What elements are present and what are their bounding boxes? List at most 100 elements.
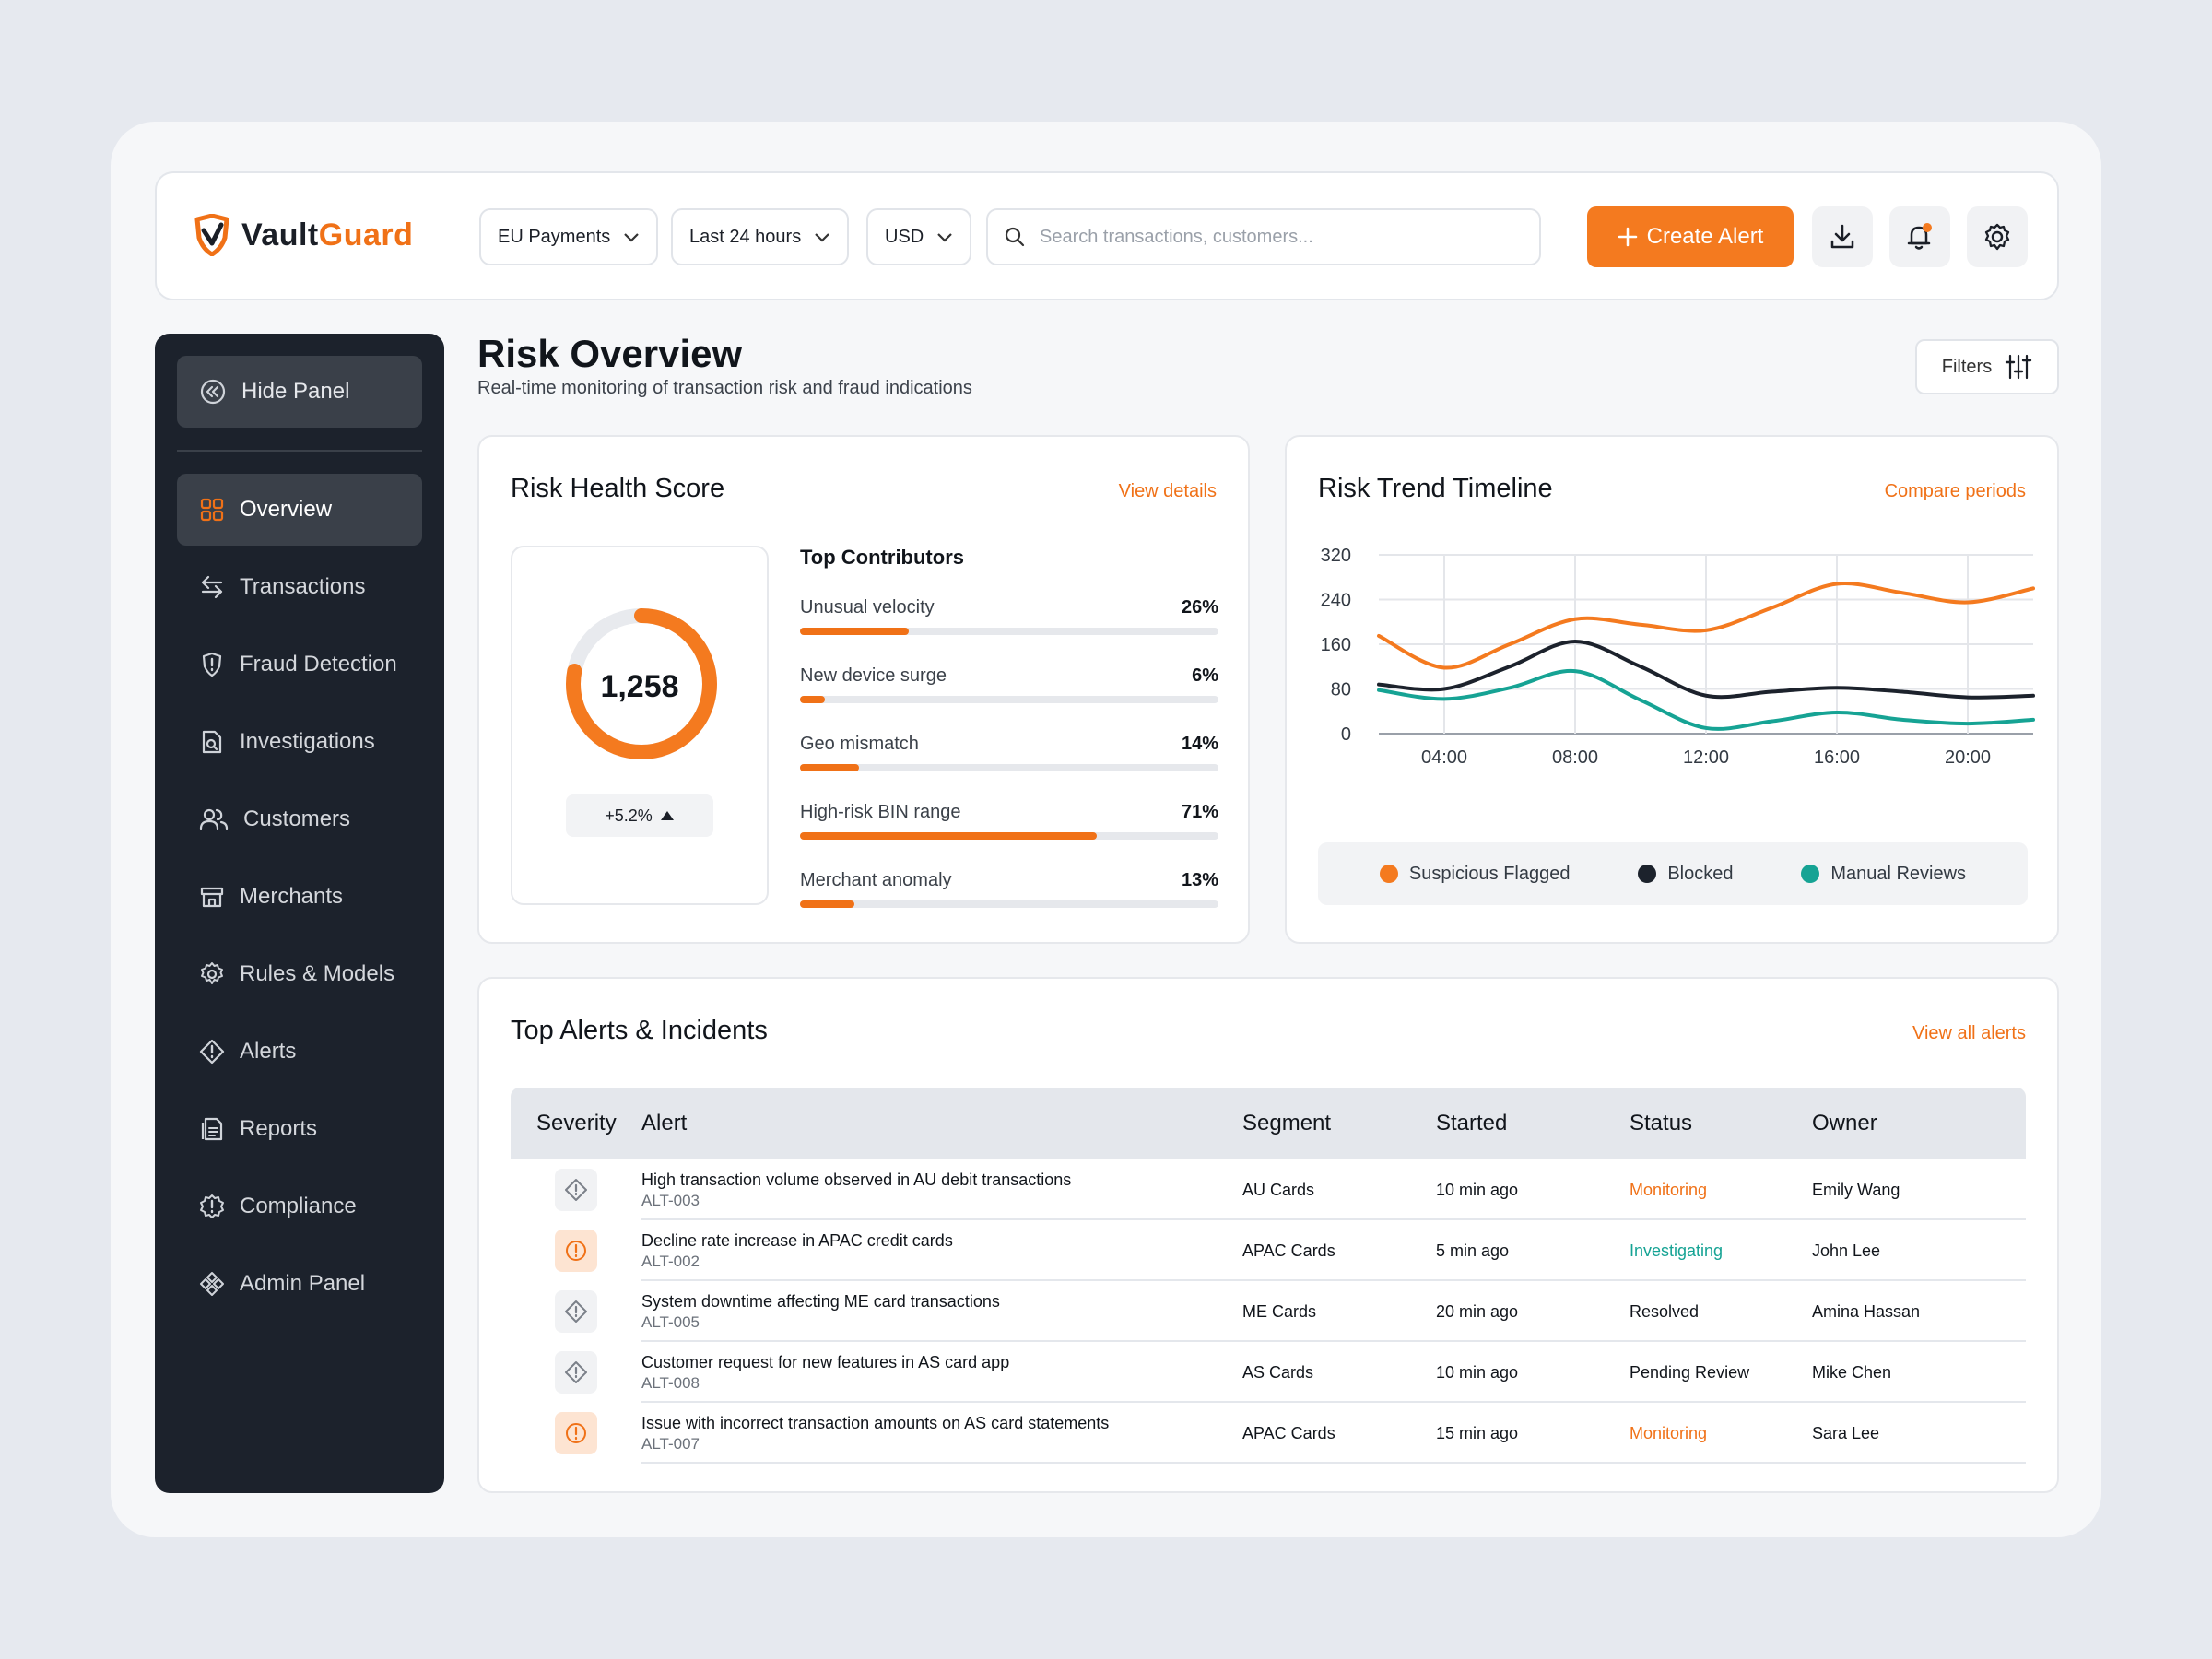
column-header[interactable]: Owner xyxy=(1812,1111,1877,1135)
report-icon xyxy=(201,1117,223,1141)
sidebar-item-label: Compliance xyxy=(240,1194,357,1218)
table-header: Severity Alert Segment Started Status Ow… xyxy=(511,1088,2026,1159)
column-header[interactable]: Status xyxy=(1630,1111,1693,1135)
hide-panel-button[interactable]: Hide Panel xyxy=(177,356,422,428)
contributor-pct: 26% xyxy=(1181,597,1218,618)
legend-item[interactable]: Manual Reviews xyxy=(1801,864,1966,885)
y-tick-label: 0 xyxy=(1341,724,1351,745)
legend-label: Suspicious Flagged xyxy=(1408,863,1571,884)
sidebar-item-admin-panel[interactable]: Admin Panel xyxy=(177,1248,422,1320)
sidebar-item-fraud-detection[interactable]: Fraud Detection xyxy=(177,629,422,700)
score-donut-arc xyxy=(566,608,717,759)
currency-dropdown[interactable]: USD xyxy=(866,208,972,265)
search-input[interactable] xyxy=(1040,226,1519,248)
owner-cell: Sara Lee xyxy=(1812,1423,1880,1442)
alert-cell[interactable]: Decline rate increase in APAC credit car… xyxy=(641,1231,1242,1271)
gear-icon xyxy=(1984,223,2010,251)
table-row[interactable]: High transaction volume observed in AU d… xyxy=(511,1159,2026,1220)
sidebar-item-rules-models[interactable]: Rules & Models xyxy=(177,938,422,1010)
view-details-link[interactable]: View details xyxy=(1118,481,1217,501)
sidebar-item-label: Customers xyxy=(243,806,351,831)
column-header[interactable]: Severity xyxy=(536,1111,617,1135)
sidebar-item-transactions[interactable]: Transactions xyxy=(177,551,422,623)
top-header: VaultGuard EU Payments Last 24 hours USD… xyxy=(155,171,2059,300)
badge-alert-icon xyxy=(200,1194,224,1218)
sidebar-item-label: Overview xyxy=(240,497,333,522)
create-alert-button[interactable]: Create Alert xyxy=(1587,206,1794,267)
series-line[interactable] xyxy=(1377,668,2035,731)
page-subtitle: Real-time monitoring of transaction risk… xyxy=(477,378,972,398)
table-row[interactable]: Customer request for new features in AS … xyxy=(511,1342,2026,1403)
y-tick-label: 320 xyxy=(1321,546,1351,566)
sidebar-item-reports[interactable]: Reports xyxy=(177,1093,422,1165)
page-title: Risk Overview xyxy=(477,332,743,375)
severity-badge xyxy=(555,1290,597,1333)
sidebar: Hide Panel Overview Transactions Fraud D… xyxy=(155,334,444,1493)
contributor-bar-fill xyxy=(800,900,855,908)
alert-cell[interactable]: Customer request for new features in AS … xyxy=(641,1353,1242,1393)
segment-cell: AU Cards xyxy=(1242,1180,1315,1199)
sidebar-item-compliance[interactable]: Compliance xyxy=(177,1171,422,1242)
series-line[interactable] xyxy=(1377,582,2035,670)
sidebar-item-investigations[interactable]: Investigations xyxy=(177,706,422,778)
time-range-dropdown[interactable]: Last 24 hours xyxy=(671,208,850,265)
sidebar-item-merchants[interactable]: Merchants xyxy=(177,861,422,933)
notifications-button[interactable] xyxy=(1889,206,1950,267)
alert-cell[interactable]: Issue with incorrect transaction amounts… xyxy=(641,1414,1242,1453)
started-cell: 15 min ago xyxy=(1436,1423,1519,1442)
legend-item[interactable]: Blocked xyxy=(1638,864,1733,885)
contributor-bar-track xyxy=(800,900,1218,908)
contributor-bar-track xyxy=(800,832,1218,840)
status-cell: Investigating xyxy=(1630,1241,1724,1260)
create-alert-label: Create Alert xyxy=(1646,224,1764,249)
sidebar-item-overview[interactable]: Overview xyxy=(177,474,422,546)
search-box[interactable] xyxy=(986,208,1541,265)
download-button[interactable] xyxy=(1812,206,1873,267)
diamond-alert-icon xyxy=(565,1361,587,1383)
severity-badge xyxy=(555,1412,597,1454)
contributor-label: Geo mismatch xyxy=(800,734,919,754)
column-header[interactable]: Segment xyxy=(1242,1111,1332,1135)
contributor-bar-fill xyxy=(800,628,910,635)
risk-health-card: Risk Health Score View details 1,258 +5.… xyxy=(477,435,1250,944)
sliders-icon xyxy=(2006,354,2032,380)
alert-cell[interactable]: High transaction volume observed in AU d… xyxy=(641,1171,1242,1210)
contributor-row: Merchant anomaly 13% xyxy=(800,870,1218,908)
alert-cell[interactable]: System downtime affecting ME card transa… xyxy=(641,1292,1242,1332)
filters-button[interactable]: Filters xyxy=(1915,339,2059,394)
segment-dropdown[interactable]: EU Payments xyxy=(479,208,659,265)
shield-alert-icon xyxy=(202,652,222,677)
sidebar-item-alerts[interactable]: Alerts xyxy=(177,1016,422,1088)
risk-trend-card: Risk Trend Timeline Compare periods 0 80 1… xyxy=(1285,435,2059,944)
risk-trend-chart: 0 80 160 240 320 04:00 08:00 12:00 16:00 20:00 xyxy=(1321,546,2035,768)
table-row[interactable]: Decline rate increase in APAC credit car… xyxy=(511,1220,2026,1281)
contributor-row: Geo mismatch 14% xyxy=(800,734,1218,771)
table-row[interactable]: Issue with incorrect transaction amounts… xyxy=(511,1403,2026,1464)
contributor-label: High-risk BIN range xyxy=(800,802,961,822)
triangle-up-icon xyxy=(660,811,674,820)
sidebar-item-customers[interactable]: Customers xyxy=(177,783,422,855)
x-tick-label: 20:00 xyxy=(1945,747,1991,768)
alert-id: ALT-002 xyxy=(641,1252,700,1270)
score-box: 1,258 +5.2% xyxy=(511,546,769,905)
column-header[interactable]: Alert xyxy=(641,1111,688,1135)
owner-cell: John Lee xyxy=(1812,1241,1881,1260)
severity-cell xyxy=(511,1351,641,1394)
compare-periods-link[interactable]: Compare periods xyxy=(1884,481,2026,501)
logo[interactable]: VaultGuard xyxy=(194,214,413,256)
x-tick-label: 08:00 xyxy=(1552,747,1598,768)
alert-id: ALT-003 xyxy=(641,1191,700,1209)
alert-circle-icon xyxy=(566,1241,586,1261)
series-line[interactable] xyxy=(1377,639,2035,700)
column-header[interactable]: Started xyxy=(1436,1111,1508,1135)
segment-cell: AS Cards xyxy=(1242,1362,1314,1382)
view-all-alerts-link[interactable]: View all alerts xyxy=(1912,1023,2026,1043)
settings-button[interactable] xyxy=(1967,206,2028,267)
severity-cell xyxy=(511,1169,641,1211)
x-tick-label: 04:00 xyxy=(1421,747,1467,768)
table-row[interactable]: System downtime affecting ME card transa… xyxy=(511,1281,2026,1342)
alert-id: ALT-008 xyxy=(641,1373,700,1392)
users-icon xyxy=(199,808,229,830)
x-tick-label: 12:00 xyxy=(1683,747,1729,768)
legend-item[interactable]: Suspicious Flagged xyxy=(1379,863,1571,885)
